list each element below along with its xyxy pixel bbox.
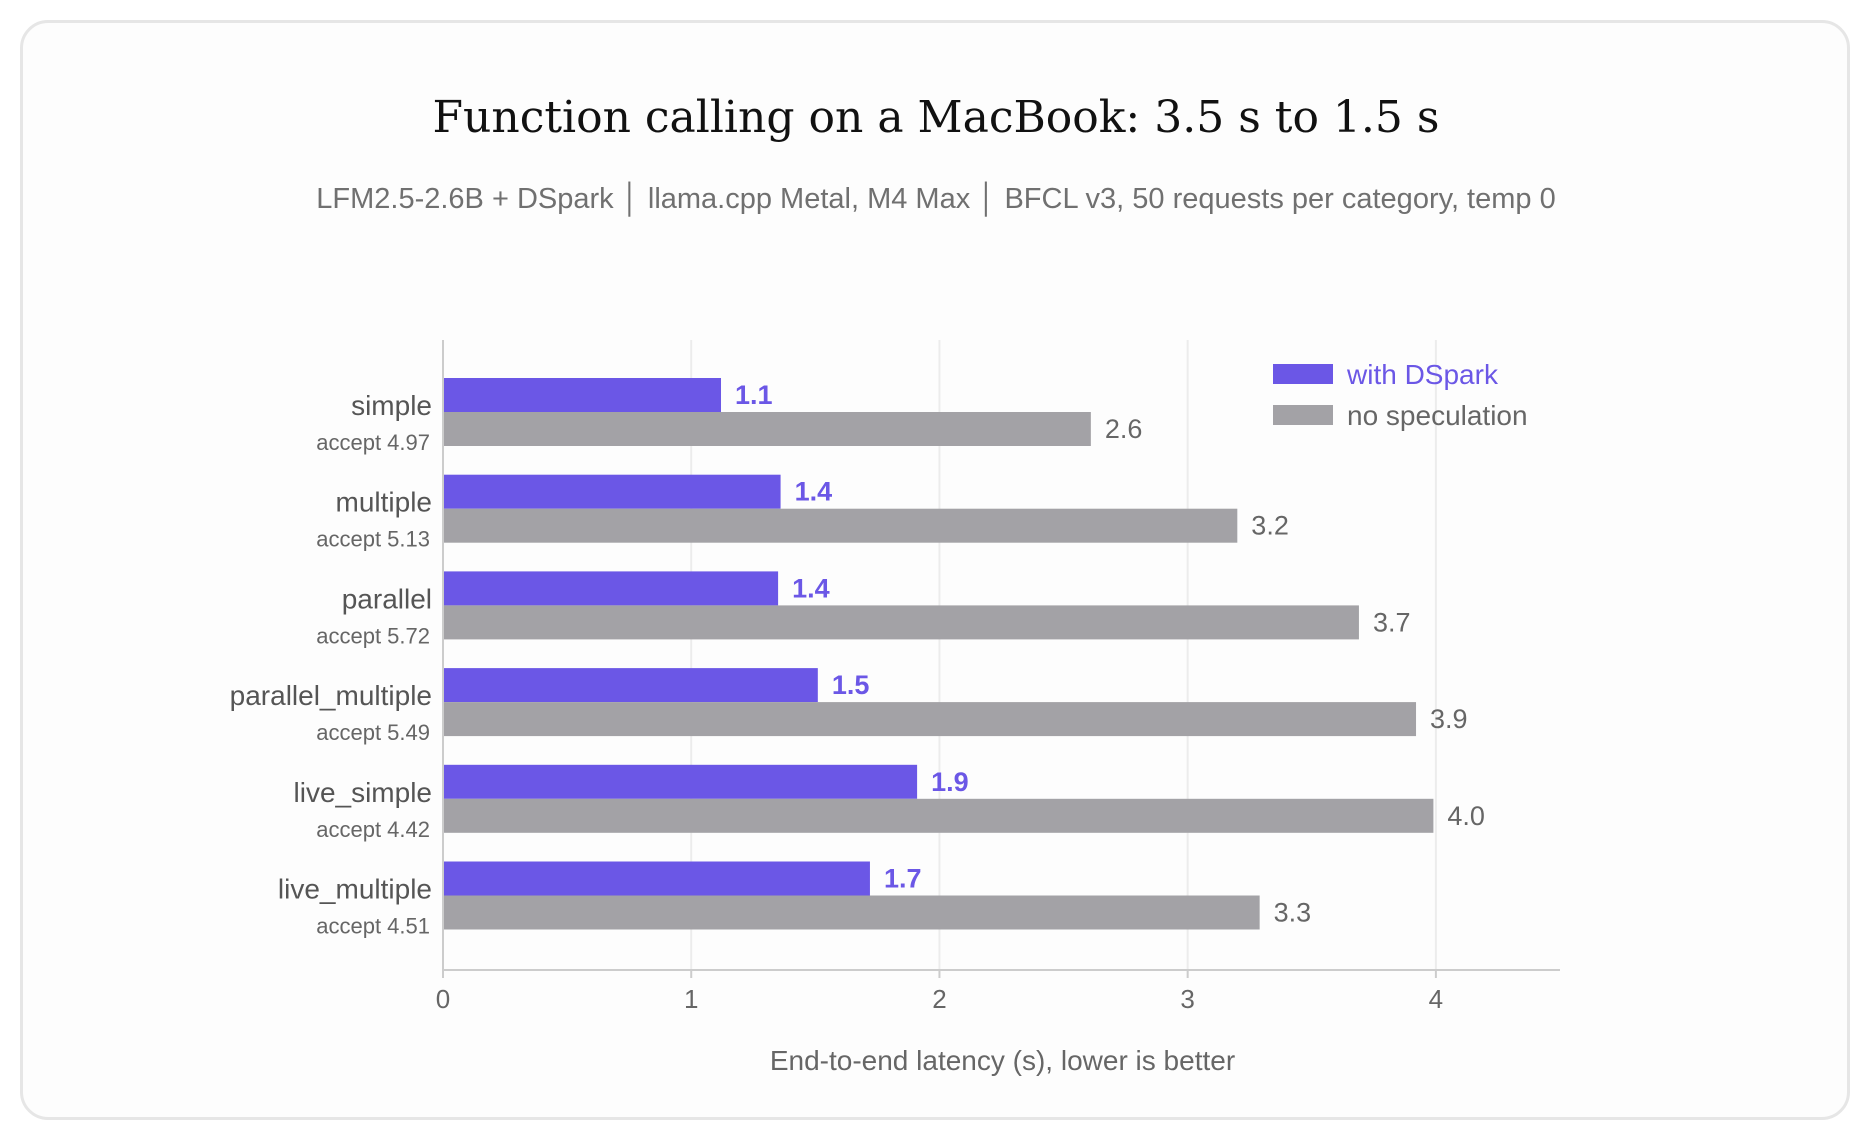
bar-dspark-multiple <box>443 474 781 509</box>
bar-nospec-parallel <box>443 605 1359 640</box>
legend-label-dspark: with DSpark <box>1346 359 1499 390</box>
category-note-live_simple: accept 4.42 <box>316 817 430 842</box>
bar-nospec-live_multiple <box>443 895 1260 930</box>
bar-dspark-live_multiple <box>443 861 870 896</box>
bar-nospec-parallel_multiple <box>443 702 1417 737</box>
x-axis-title: End-to-end latency (s), lower is better <box>770 1045 1235 1076</box>
data-label-dspark-live_multiple: 1.7 <box>884 864 922 894</box>
chart-card <box>20 20 1850 1120</box>
data-label-dspark-parallel_multiple: 1.5 <box>832 670 870 700</box>
category-label-multiple: multiple <box>336 487 432 518</box>
bar-dspark-simple <box>443 378 722 412</box>
data-label-nospec-multiple: 3.2 <box>1251 511 1289 541</box>
legend-label-nospec: no speculation <box>1347 400 1528 431</box>
bar-dspark-parallel <box>443 571 779 606</box>
category-label-live_simple: live_simple <box>294 777 433 808</box>
category-label-simple: simple <box>351 390 432 421</box>
x-tick-label-3: 3 <box>1180 984 1194 1014</box>
data-label-dspark-multiple: 1.4 <box>795 477 833 507</box>
x-tick-label-0: 0 <box>436 984 450 1014</box>
category-note-multiple: accept 5.13 <box>316 527 430 552</box>
x-tick-label-2: 2 <box>932 984 946 1014</box>
bar-nospec-simple <box>443 412 1091 446</box>
legend-swatch-dspark <box>1273 364 1333 384</box>
category-note-live_multiple: accept 4.51 <box>316 914 430 939</box>
data-label-nospec-parallel: 3.7 <box>1373 607 1411 637</box>
data-label-nospec-live_simple: 4.0 <box>1447 801 1485 831</box>
data-label-nospec-live_multiple: 3.3 <box>1274 898 1312 928</box>
bar-nospec-multiple <box>443 508 1238 543</box>
data-label-dspark-live_simple: 1.9 <box>931 767 969 797</box>
category-note-simple: accept 4.97 <box>316 430 430 455</box>
x-tick-label-1: 1 <box>684 984 698 1014</box>
chart-title: Function calling on a MacBook: 3.5 s to … <box>432 92 1440 143</box>
legend-swatch-nospec <box>1273 405 1333 425</box>
data-label-nospec-parallel_multiple: 3.9 <box>1430 704 1468 734</box>
bar-dspark-parallel_multiple <box>443 668 818 703</box>
category-label-live_multiple: live_multiple <box>278 874 432 905</box>
data-label-nospec-simple: 2.6 <box>1105 414 1143 444</box>
chart-subtitle: LFM2.5-2.6B + DSpark │ llama.cpp Metal, … <box>316 183 1556 215</box>
category-note-parallel: accept 5.72 <box>316 623 430 648</box>
category-label-parallel: parallel <box>342 583 432 614</box>
x-tick-label-4: 4 <box>1429 984 1443 1014</box>
category-label-parallel_multiple: parallel_multiple <box>230 680 432 711</box>
category-note-parallel_multiple: accept 5.49 <box>316 720 430 745</box>
data-label-dspark-parallel: 1.4 <box>792 573 830 603</box>
bar-nospec-live_simple <box>443 798 1434 833</box>
bar-dspark-live_simple <box>443 764 918 799</box>
data-label-dspark-simple: 1.1 <box>735 380 773 410</box>
